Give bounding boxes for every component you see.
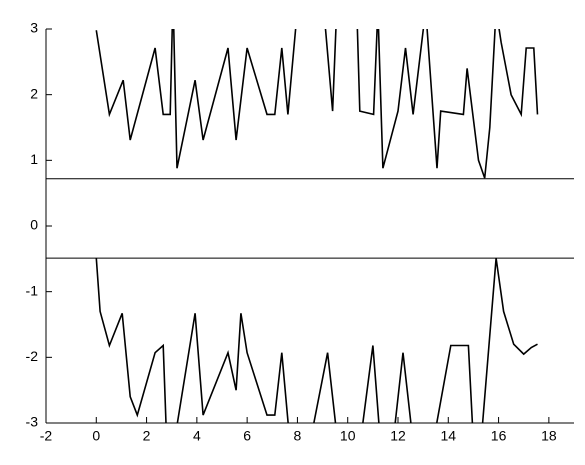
x-tick-label: 10 — [340, 428, 356, 444]
y-tick-label: 2 — [30, 85, 38, 101]
data-line — [95, 258, 538, 423]
x-tick-label: 4 — [193, 428, 201, 444]
x-tick-label: 6 — [243, 428, 251, 444]
x-tick-label: 12 — [390, 428, 406, 444]
x-tick-label: 2 — [143, 428, 151, 444]
data-line — [95, 29, 539, 179]
y-tick-label: 0 — [30, 217, 38, 233]
y-tick-label: -3 — [26, 414, 39, 430]
y-tick-label: -1 — [26, 282, 39, 298]
plot-area — [95, 29, 539, 423]
y-tick-label: 1 — [30, 151, 38, 167]
x-tick-label: 18 — [541, 428, 557, 444]
x-tick-label: -2 — [40, 428, 53, 444]
y-tick-label: 3 — [30, 20, 38, 36]
x-tick-label: 8 — [294, 428, 302, 444]
x-tick-label: 16 — [491, 428, 507, 444]
x-tick-label: 14 — [440, 428, 456, 444]
y-tick-label: -2 — [26, 348, 39, 364]
x-tick-label: 0 — [92, 428, 100, 444]
